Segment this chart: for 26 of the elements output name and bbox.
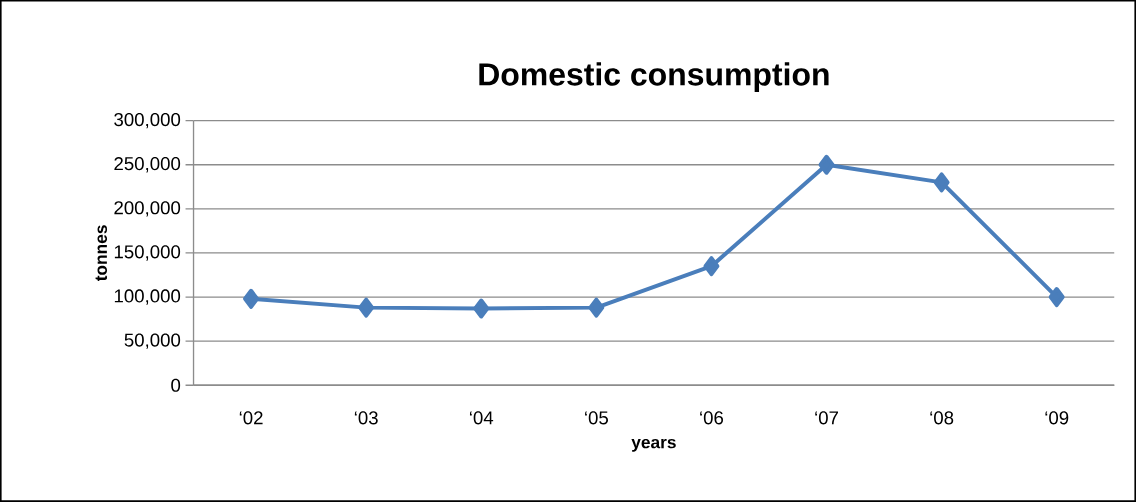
x-tick-label: ‘08 — [930, 411, 954, 425]
point — [818, 154, 835, 175]
y-tick-label: 150,000 — [114, 245, 181, 261]
point — [1048, 287, 1065, 308]
x-tick-label: ‘04 — [469, 411, 494, 425]
y-tick-label: 250,000 — [114, 157, 181, 173]
y-tick-label: 50,000 — [124, 333, 181, 349]
x-tick-label: ‘05 — [585, 411, 608, 425]
x-tick-label: ‘03 — [354, 411, 378, 425]
x-tick-label: ‘02 — [239, 411, 263, 425]
x-tick-label: ‘07 — [815, 411, 839, 425]
chart-title: Domestic consumption — [479, 62, 829, 93]
y-tick-label: 200,000 — [114, 201, 181, 217]
x-tick-label: ‘09 — [1045, 411, 1069, 425]
x-axis-title: years — [631, 438, 676, 452]
y-tick-label: 300,000 — [114, 112, 181, 129]
point — [703, 256, 720, 277]
y-axis-title: tonnes — [95, 225, 108, 282]
point — [358, 297, 375, 318]
point — [243, 288, 260, 309]
y-tick-label: 100,000 — [114, 289, 181, 305]
point — [933, 172, 950, 193]
point — [588, 297, 605, 318]
point — [473, 298, 490, 319]
y-tick-label: 0 — [171, 378, 181, 392]
x-tick-label: ‘06 — [700, 411, 724, 425]
